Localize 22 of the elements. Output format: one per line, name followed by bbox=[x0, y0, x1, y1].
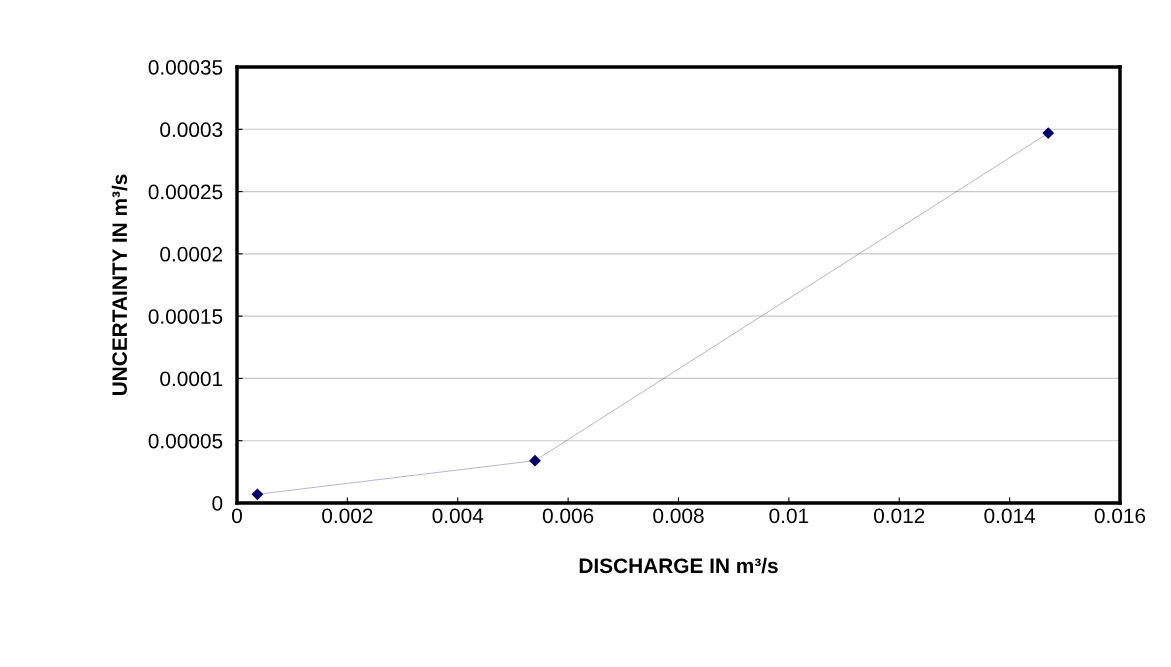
x-tick-label: 0.014 bbox=[984, 508, 1036, 524]
x-tick-label: 0.002 bbox=[322, 508, 373, 524]
y-tick-label: 0.00005 bbox=[148, 433, 223, 449]
y-tick-label: 0.00035 bbox=[148, 60, 223, 75]
x-tick-label: 0.016 bbox=[1094, 508, 1146, 524]
x-tick-label: 0.008 bbox=[653, 508, 704, 524]
point bbox=[251, 488, 264, 500]
y-axis-title: UNCERTAINTY IN m³/s bbox=[111, 174, 128, 396]
x-tick-label: 0.004 bbox=[432, 508, 484, 524]
y-tick-label: 0.0001 bbox=[160, 371, 223, 387]
y-tick-label: 0.00015 bbox=[148, 309, 223, 324]
point bbox=[1042, 127, 1054, 139]
y-tick-label: 0 bbox=[212, 496, 223, 511]
y-tick-label: 0.00025 bbox=[148, 184, 223, 200]
x-tick-label: 0.012 bbox=[874, 508, 925, 524]
point bbox=[529, 455, 541, 467]
y-tick-label: 0.0002 bbox=[160, 246, 223, 262]
x-axis-title: DISCHARGE IN m³/s bbox=[579, 557, 778, 574]
x-tick-label: 0 bbox=[232, 508, 242, 524]
y-tick-label: 0.0003 bbox=[160, 122, 223, 138]
x-tick-label: 0.01 bbox=[769, 508, 809, 524]
x-tick-label: 0.006 bbox=[542, 508, 594, 524]
